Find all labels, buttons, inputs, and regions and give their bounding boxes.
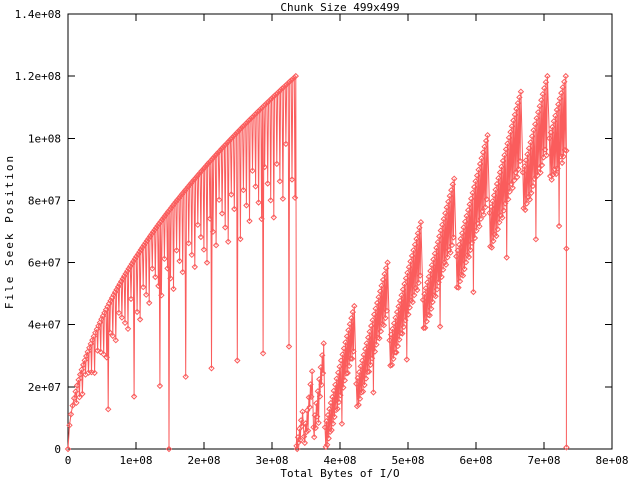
x-tick-label: 2e+08 — [187, 454, 220, 467]
x-tick-label: 5e+08 — [391, 454, 424, 467]
y-tick-label: 1.2e+08 — [15, 70, 61, 83]
x-tick-label: 6e+08 — [459, 454, 492, 467]
x-tick-label: 8e+08 — [595, 454, 628, 467]
x-tick-label: 1e+08 — [119, 454, 152, 467]
x-tick-label: 0 — [65, 454, 72, 467]
y-axis-label: File Seek Position — [3, 154, 16, 309]
x-axis-label: Total Bytes of I/O — [280, 467, 399, 480]
chart-title: Chunk Size 499x499 — [280, 1, 399, 14]
data-markers-seek-pattern — [64, 72, 570, 453]
y-tick-label: 0 — [54, 443, 61, 456]
x-tick-label: 7e+08 — [527, 454, 560, 467]
y-tick-label: 1e+08 — [28, 132, 61, 145]
y-tick-label: 2e+07 — [28, 381, 61, 394]
y-tick-label: 8e+07 — [28, 194, 61, 207]
x-tick-label: 3e+08 — [255, 454, 288, 467]
y-tick-label: 1.4e+08 — [15, 8, 61, 21]
y-tick-label: 6e+07 — [28, 257, 61, 270]
x-tick-label: 4e+08 — [323, 454, 356, 467]
y-tick-label: 4e+07 — [28, 319, 61, 332]
